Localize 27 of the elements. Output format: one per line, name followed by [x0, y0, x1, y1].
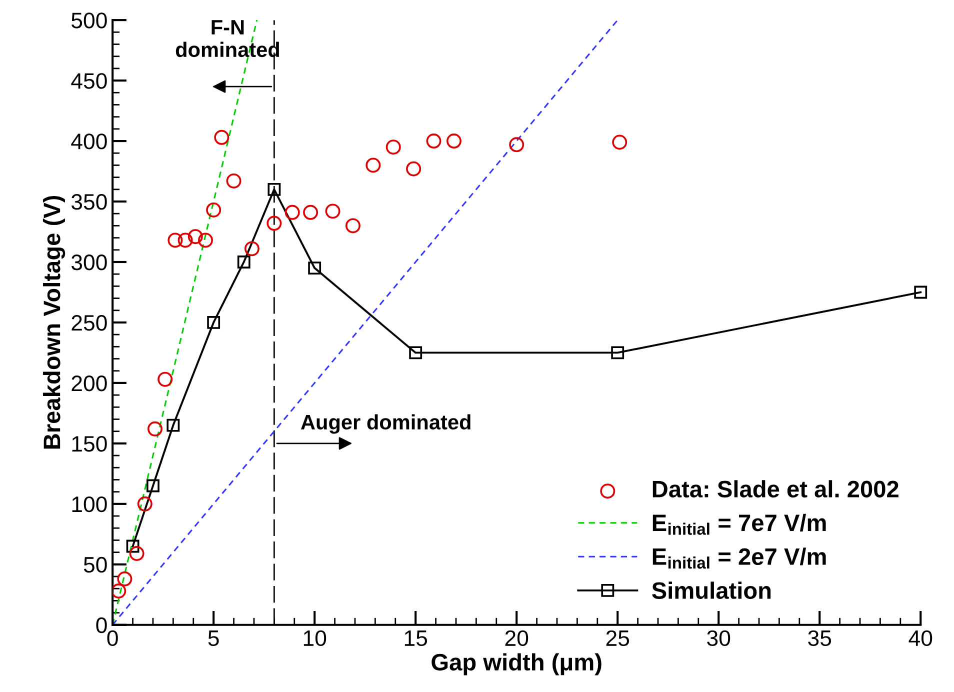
x-tick-label: 10 — [304, 630, 326, 646]
x-tick-label: 25 — [606, 630, 630, 646]
y-tick-label: 500 — [72, 12, 107, 28]
x-tick-label: 5 — [208, 630, 219, 646]
y-tick-label: 400 — [71, 134, 107, 150]
y-tick-label: 100 — [72, 496, 107, 512]
x-tick-label: 35 — [808, 630, 832, 646]
y-tick-label: 350 — [71, 194, 107, 210]
annotation: Auger dominated — [300, 414, 470, 434]
y-tick-label: 450 — [71, 73, 107, 89]
x-tick-label: 15 — [404, 630, 428, 646]
x-tick-label: 40 — [908, 630, 932, 646]
x-tick-label: 20 — [505, 630, 528, 646]
y-tick-label: 300 — [71, 254, 107, 270]
x-tick-label: 0 — [107, 630, 118, 646]
y-tick-label: 250 — [72, 315, 107, 331]
x-axis-title: Gap width (μm) — [432, 653, 602, 676]
y-tick-label: 200 — [72, 375, 107, 392]
legend-label: Data: Slade et al. 2002 — [652, 480, 898, 498]
x-tick-label: 30 — [707, 630, 730, 646]
y-tick-label: 150 — [72, 436, 107, 452]
legend-label: Simulation — [652, 582, 771, 599]
legend-label: E$_{initial}$ = 7e7 V/m — [652, 514, 826, 535]
y-tick-label: 50 — [84, 556, 107, 573]
y-tick-label: 0 — [96, 617, 107, 634]
legend-label: E$_{initial}$ = 2e7 V/m — [652, 548, 826, 569]
y-axis-title: Breakdown Voltage (V) — [42, 196, 66, 449]
